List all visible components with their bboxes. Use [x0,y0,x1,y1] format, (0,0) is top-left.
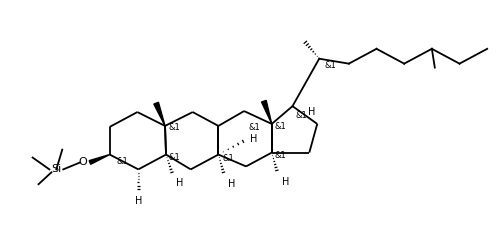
Text: &1: &1 [168,123,180,132]
Text: H: H [176,178,183,188]
Text: &1: &1 [116,157,129,166]
Polygon shape [154,102,165,126]
Text: &1: &1 [275,151,286,160]
Text: &1: &1 [275,122,286,131]
Text: &1: &1 [324,61,336,70]
Polygon shape [262,100,272,124]
Text: H: H [282,177,289,187]
Text: Si: Si [51,164,61,174]
Text: &1: &1 [248,123,260,132]
Text: &1: &1 [222,154,234,163]
Text: H: H [228,179,236,189]
Text: H: H [308,107,316,117]
Text: &1: &1 [295,110,307,120]
Text: H: H [250,134,258,144]
Polygon shape [89,155,110,164]
Text: O: O [78,157,87,168]
Text: H: H [135,196,142,206]
Text: &1: &1 [169,153,181,162]
